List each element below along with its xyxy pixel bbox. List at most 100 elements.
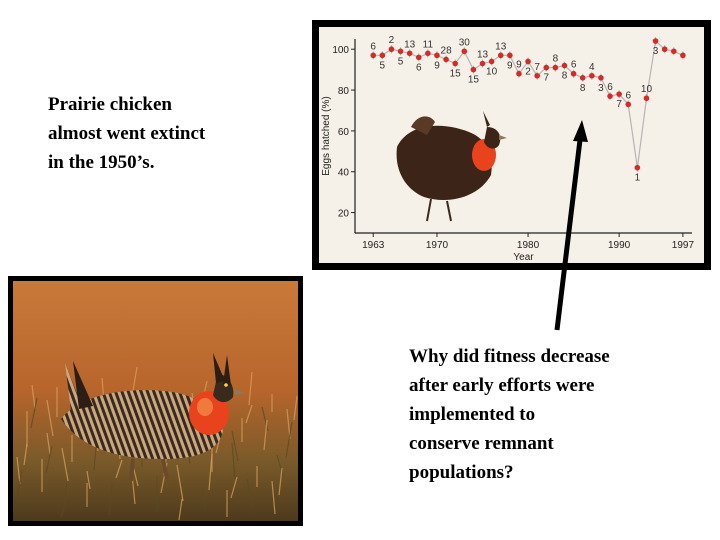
sample-size-label: 6	[625, 90, 631, 101]
x-tick-label: 1990	[608, 240, 631, 251]
grass-blade	[108, 484, 113, 516]
sample-size-label: 6	[370, 41, 376, 52]
data-point	[479, 60, 486, 67]
sample-size-label: 30	[459, 37, 471, 48]
data-point	[406, 50, 413, 57]
question-text-line: Why did fitness decrease	[409, 346, 610, 367]
sample-size-label: 9	[516, 60, 522, 71]
sample-size-label: 5	[398, 56, 404, 67]
intro-text-line: almost went extinct	[48, 123, 206, 144]
sample-size-label: 10	[486, 66, 498, 77]
sample-size-label: 15	[450, 69, 462, 80]
y-axis-label: Eggs hatched (%)	[321, 96, 332, 176]
sample-size-label: 1	[635, 173, 641, 184]
data-point	[516, 70, 522, 77]
data-point	[625, 101, 632, 108]
grass-blade	[230, 476, 238, 499]
grass-blade	[46, 399, 54, 437]
grass-blade	[245, 404, 253, 424]
grass-blade	[261, 406, 269, 432]
data-point	[534, 72, 540, 79]
sample-size-label: 3	[653, 46, 659, 57]
grass-blade	[248, 371, 253, 406]
data-point	[434, 52, 440, 59]
intro-text-line: Prairie chicken	[48, 94, 172, 115]
sample-size-label: 7	[543, 73, 549, 84]
intro-text: Prairie chicken almost went extinct in the…	[48, 90, 288, 177]
prairie-chicken-photo-icon	[13, 281, 298, 521]
data-point	[461, 48, 468, 55]
data-point	[525, 58, 531, 65]
data-point	[643, 95, 650, 102]
grass-blade	[271, 480, 276, 515]
sample-size-label: 8	[562, 71, 568, 82]
grass-blade	[115, 459, 123, 479]
question-text-line: populations?	[409, 462, 514, 483]
grass-blade	[246, 478, 254, 507]
bird-tail	[411, 116, 435, 135]
question-text-line: implemented to	[409, 404, 536, 425]
data-point	[579, 75, 586, 81]
sample-size-label: 11	[423, 39, 434, 50]
sample-size-label: 5	[380, 60, 386, 71]
grass-blade	[231, 442, 236, 480]
sample-size-label: 28	[441, 45, 453, 56]
sample-size-label: 7	[534, 62, 540, 73]
x-tick-label: 1963	[362, 240, 385, 251]
data-point	[543, 64, 550, 71]
data-point	[370, 52, 377, 59]
grass-blade	[15, 469, 23, 504]
grass-blade	[23, 443, 28, 466]
question-text-line: after early efforts were	[409, 375, 595, 396]
data-point	[488, 58, 495, 65]
data-point	[415, 54, 422, 61]
prairie-chicken-drawing-icon	[396, 111, 507, 222]
grass-blade	[30, 397, 38, 429]
sample-size-label: 4	[589, 62, 595, 73]
bird-head	[484, 127, 501, 149]
y-tick-label: 60	[338, 127, 350, 138]
grass-blade	[231, 430, 239, 462]
data-point	[607, 93, 613, 99]
bird-beak	[499, 135, 507, 140]
grass-blade	[178, 498, 183, 521]
data-point	[661, 46, 668, 53]
data-point	[379, 52, 386, 59]
sample-size-label: 7	[616, 99, 622, 110]
grass-blade	[176, 464, 184, 502]
data-point	[452, 60, 458, 67]
bird-legs	[426, 198, 452, 222]
intro-text-line: in the 1950’s.	[48, 152, 155, 173]
data-point	[652, 38, 659, 44]
data-point	[589, 72, 595, 79]
data-point	[616, 91, 622, 97]
photo-frame	[8, 276, 303, 526]
sample-size-label: 6	[416, 62, 422, 73]
grass-blade	[278, 467, 283, 496]
data-point	[497, 52, 504, 59]
data-point	[388, 46, 395, 53]
x-tick-label: 1980	[517, 240, 540, 251]
sample-size-label: 13	[477, 50, 489, 61]
y-tick-label: 40	[338, 168, 350, 179]
x-tick-label: 1970	[426, 240, 449, 251]
data-point	[552, 64, 559, 71]
question-text-line: conserve remnant	[409, 433, 554, 454]
grass-blade	[46, 432, 51, 455]
bird-pinnae	[483, 111, 490, 127]
chart-frame: 20 40 60 80 100 1963 1970 1980 1990 1997 Year Eggs …	[312, 20, 711, 270]
data-point	[670, 48, 677, 55]
grass-blade	[45, 445, 53, 474]
data-point	[425, 50, 431, 57]
sample-size-label: 6	[607, 82, 613, 93]
y-tick-label: 20	[338, 209, 350, 220]
bird-body	[396, 125, 492, 201]
sample-size-label: 9	[507, 60, 513, 71]
x-axis-label: Year	[513, 252, 534, 263]
data-point	[443, 56, 449, 63]
grass-blade	[31, 384, 36, 410]
x-tick-label: 1997	[672, 240, 695, 251]
data-point	[598, 75, 604, 81]
